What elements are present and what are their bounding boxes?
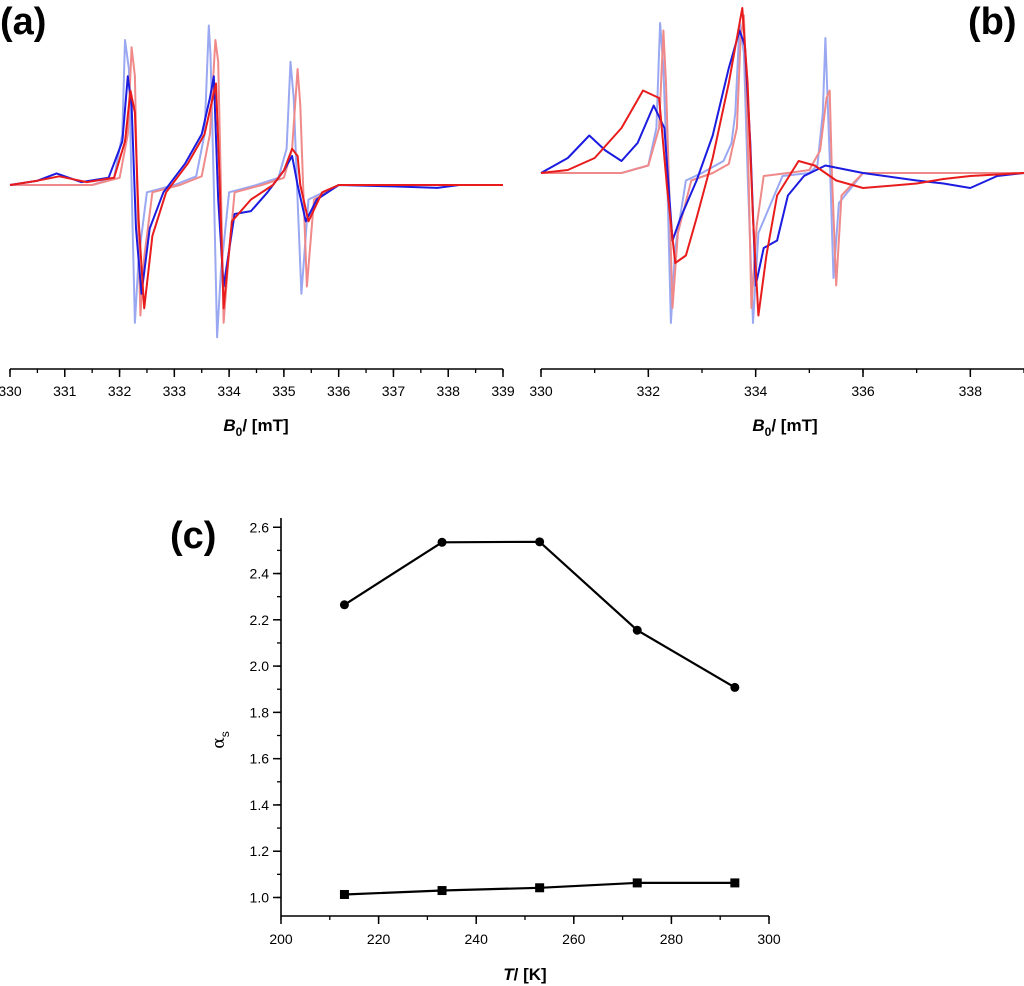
y-tick-label: 1.6: [250, 751, 270, 767]
x-tick-label: 336: [327, 383, 351, 399]
panel-b-xlabel-main: B: [752, 416, 764, 435]
x-tick-label: 331: [53, 383, 77, 399]
spectrum-line-2: [541, 14, 1024, 309]
panel-a-series: [9, 24, 503, 339]
panel-c-ylabel-sub: s: [218, 731, 232, 737]
x-tick-label: 337: [382, 383, 406, 399]
data-point-square: [632, 878, 642, 888]
x-tick-label: 332: [108, 383, 132, 399]
x-tick-label: 260: [562, 931, 586, 947]
data-point-circle: [339, 600, 349, 610]
panel-b-spectra: (b) 330 332 334 336 338 B0/ [mT]: [529, 1, 1024, 439]
x-tick-label: 280: [660, 931, 684, 947]
x-tick-label: 200: [269, 931, 293, 947]
x-tick-label: 339: [491, 383, 515, 399]
spectrum-line-4: [9, 82, 503, 310]
panel-a-label: (a): [0, 1, 46, 43]
panel-c-alpha-vs-temperature: (c) 200 220 240 260 280 300 1.0 1.2 1.4 1.6 1.8 2.0…: [170, 515, 781, 984]
panel-c-y-axis-title: αs: [209, 731, 232, 748]
x-tick-label: 332: [637, 383, 661, 399]
panel-c-x-axis-title: T/ [K]: [503, 965, 546, 984]
spectrum-line-3: [9, 75, 503, 295]
data-point-square: [437, 886, 447, 896]
data-point-square: [730, 878, 740, 888]
x-tick-label: 240: [465, 931, 489, 947]
spectrum-line-2: [10, 39, 503, 324]
spectrum-line-4: [540, 7, 1024, 317]
panel-c-ticks: 200 220 240 260 280 300 1.0 1.2 1.4 1.6 1.8 2.0 2.2 2…: [250, 519, 781, 947]
y-tick-label: 2.4: [250, 566, 270, 582]
x-tick-label: 336: [851, 383, 875, 399]
x-tick-label: 334: [217, 383, 241, 399]
data-point-circle: [535, 537, 545, 547]
panel-c-ylabel-main: α: [209, 737, 229, 749]
x-tick-label: 338: [959, 383, 983, 399]
x-tick-label: 300: [757, 931, 781, 947]
y-tick-label: 1.8: [250, 704, 270, 720]
x-tick-label: 330: [0, 383, 22, 399]
data-point-square: [535, 883, 545, 893]
x-tick-label: 220: [367, 931, 391, 947]
panel-a-ftir-epr-spectra: (a) 330 331 332 333 334 335 336 337 338 339 B0/ […: [0, 1, 515, 439]
spectrum-line-3: [540, 29, 1024, 287]
panel-b-series: [540, 7, 1024, 324]
spectrum-line-1: [10, 24, 503, 339]
y-tick-label: 2.0: [250, 658, 270, 674]
x-tick-label: 334: [744, 383, 768, 399]
panel-c-xlabel-rest: / [K]: [514, 965, 547, 984]
data-point-circle: [730, 682, 740, 692]
data-point-square: [339, 889, 349, 899]
panel-b-xlabel-rest: / [mT]: [771, 416, 817, 435]
y-tick-label: 2.2: [250, 612, 270, 628]
y-tick-label: 1.2: [250, 843, 270, 859]
x-tick-label: 335: [272, 383, 296, 399]
panel-a-xlabel-rest: / [mT]: [242, 416, 288, 435]
x-tick-label: 333: [163, 383, 187, 399]
panel-b-x-axis-title: B0/ [mT]: [752, 416, 817, 439]
panel-c-series: [339, 537, 740, 899]
panel-b-label: (b): [968, 1, 1017, 43]
y-tick-label: 1.0: [250, 889, 270, 905]
data-point-circle: [632, 625, 642, 635]
panel-b-xlabel-sub: 0: [765, 425, 772, 439]
data-point-circle: [437, 537, 447, 547]
y-tick-label: 1.4: [250, 797, 270, 813]
panel-a-xlabel-main: B: [223, 416, 235, 435]
panel-a-xlabel-sub: 0: [236, 425, 243, 439]
y-tick-label: 2.6: [250, 519, 270, 535]
panel-a-x-ticks: 330 331 332 333 334 335 336 337 338 339: [0, 369, 515, 399]
series-line-1: [343, 540, 736, 689]
panel-a-x-axis-title: B0/ [mT]: [223, 416, 288, 439]
x-tick-label: 330: [529, 383, 553, 399]
panel-c-label: (c): [170, 515, 216, 557]
panel-c-xlabel-main: T: [503, 965, 515, 984]
panel-b-x-ticks: 330 332 334 336 338: [529, 369, 1024, 399]
x-tick-label: 338: [437, 383, 461, 399]
